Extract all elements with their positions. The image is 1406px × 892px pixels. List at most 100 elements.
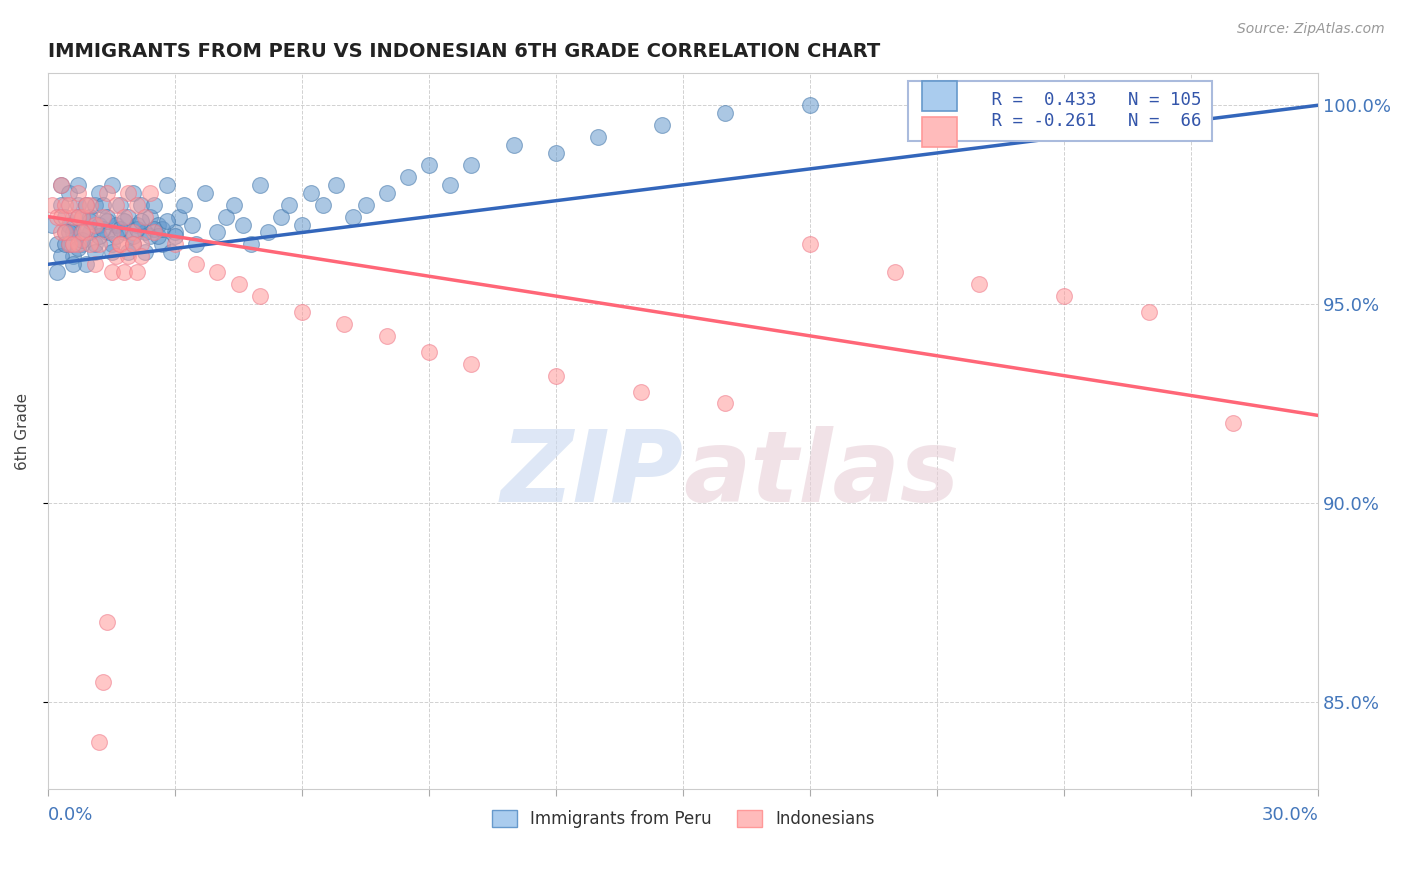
Point [121, 229, 143, 244]
Point [460, 158, 482, 172]
Point [375, 329, 398, 343]
Point [108, 237, 131, 252]
Point [75, 257, 97, 271]
Point [87, 218, 110, 232]
Point [91, 674, 114, 689]
Point [91, 210, 114, 224]
Point [342, 210, 364, 224]
Point [83, 257, 105, 271]
Point [125, 265, 148, 279]
Point [291, 218, 314, 232]
Point [53, 237, 76, 252]
Point [112, 265, 135, 279]
Point [62, 237, 84, 252]
Text: ZIP: ZIP [501, 425, 683, 523]
Point [129, 249, 152, 263]
Point [53, 226, 76, 240]
Point [100, 226, 122, 240]
Point [53, 210, 76, 224]
Point [207, 265, 229, 279]
Point [121, 186, 143, 200]
Point [66, 186, 89, 200]
Point [49, 210, 72, 224]
Point [62, 226, 84, 240]
Point [62, 249, 84, 263]
Point [249, 178, 271, 192]
Point [651, 118, 673, 132]
Point [215, 210, 238, 224]
Point [165, 229, 187, 244]
Point [75, 197, 97, 211]
Point [129, 213, 152, 227]
Text: 0.0%: 0.0% [48, 805, 93, 824]
Point [75, 197, 97, 211]
Point [112, 210, 135, 224]
Point [354, 197, 377, 211]
Point [49, 226, 72, 240]
Point [58, 218, 80, 232]
Point [121, 226, 143, 240]
Point [117, 249, 139, 263]
Point [96, 615, 118, 630]
Point [100, 178, 122, 192]
Point [58, 197, 80, 211]
FancyBboxPatch shape [922, 81, 957, 112]
Point [121, 237, 143, 252]
Text: IMMIGRANTS FROM PERU VS INDONESIAN 6TH GRADE CORRELATION CHART: IMMIGRANTS FROM PERU VS INDONESIAN 6TH G… [48, 42, 880, 61]
Point [150, 237, 173, 252]
Point [142, 197, 165, 211]
Point [58, 186, 80, 200]
Point [104, 218, 127, 232]
Point [83, 197, 105, 211]
Point [146, 218, 169, 232]
Point [83, 218, 105, 232]
Point [75, 221, 97, 235]
Point [138, 229, 160, 244]
Point [91, 197, 114, 211]
Point [173, 197, 195, 211]
Point [45, 237, 67, 252]
Point [70, 234, 93, 248]
Point [87, 186, 110, 200]
Point [270, 210, 292, 224]
Point [588, 130, 610, 145]
Point [70, 226, 93, 240]
Point [714, 396, 737, 410]
Point [150, 221, 173, 235]
Point [66, 241, 89, 255]
Point [333, 317, 356, 331]
Point [96, 186, 118, 200]
Point [100, 237, 122, 252]
Point [142, 226, 165, 240]
Point [66, 197, 89, 211]
Point [134, 210, 156, 224]
Point [134, 226, 156, 240]
Point [125, 218, 148, 232]
Point [1137, 305, 1160, 319]
Point [53, 197, 76, 211]
Point [79, 213, 101, 227]
Y-axis label: 6th Grade: 6th Grade [15, 392, 30, 470]
Point [96, 226, 118, 240]
Text: Source: ZipAtlas.com: Source: ZipAtlas.com [1237, 22, 1385, 37]
Point [117, 245, 139, 260]
Point [232, 218, 254, 232]
Point [104, 197, 127, 211]
Point [883, 265, 905, 279]
Point [418, 158, 440, 172]
Point [66, 178, 89, 192]
Point [58, 237, 80, 252]
Point [66, 237, 89, 252]
Point [45, 210, 67, 224]
Point [108, 237, 131, 252]
Point [418, 344, 440, 359]
Point [96, 210, 118, 224]
Point [87, 229, 110, 244]
Point [714, 106, 737, 120]
Point [104, 229, 127, 244]
Point [117, 210, 139, 224]
Point [121, 237, 143, 252]
Point [62, 210, 84, 224]
Point [155, 178, 177, 192]
Point [129, 237, 152, 252]
